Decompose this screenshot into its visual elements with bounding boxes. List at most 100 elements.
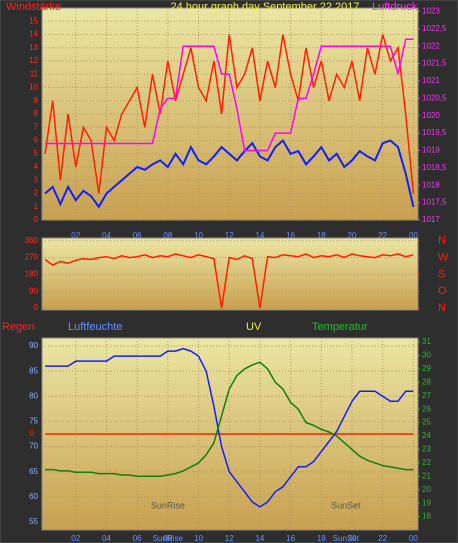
y-tick-label: 55 [29, 517, 38, 526]
x-tick-label: 08 [163, 534, 172, 543]
y2-axis-title: Luftdruck [372, 1, 418, 13]
y2-tick-label: 30 [422, 351, 431, 360]
x-tick-label: 06 [133, 534, 142, 543]
y-tick-label: 5 [34, 149, 39, 158]
x-tick-label: 16 [286, 534, 295, 543]
y2-tick-label: 28 [422, 377, 431, 386]
series-line [45, 361, 414, 478]
x-tick-label: 10 [194, 231, 203, 240]
y2-tick-label: 1018 [422, 180, 440, 189]
y-tick-label: 3 [34, 175, 39, 184]
y-tick-label: 1 [34, 202, 39, 211]
y-tick-label: 9 [34, 96, 39, 105]
series-line [45, 38, 414, 152]
series-line [44, 253, 414, 309]
y-tick-label: 65 [29, 467, 38, 476]
x-tick-label: 20 [348, 231, 357, 240]
y-tick-label: 360 [25, 236, 39, 245]
y2-tick-label: 27 [422, 391, 431, 400]
legend-label: Regen [2, 321, 34, 333]
y2-tick-label: 1020,5 [422, 93, 447, 102]
x-tick-label: 12 [225, 231, 234, 240]
chart-title: 24 hour graph day September 22 2017 [171, 1, 360, 13]
y-tick-label: 10 [29, 83, 38, 92]
x-tick-label: 04 [102, 534, 111, 543]
annotation-axis: SunRise [153, 534, 184, 543]
y2-tick-label: 1017,5 [422, 198, 447, 207]
direction-label: N [438, 302, 446, 314]
legend-label: Temperatur [312, 321, 368, 333]
y2-tick-label: 23 [422, 445, 431, 454]
y2-tick-label: 1022,5 [422, 24, 447, 33]
y2-tick-label: 1021 [422, 76, 440, 85]
y2-tick-label: 1019 [422, 146, 440, 155]
x-tick-label: 16 [286, 231, 295, 240]
y2-tick-label: 29 [422, 364, 431, 373]
y-axis-title: Windstärke [6, 1, 61, 13]
y2-tick-label: 1018,5 [422, 163, 447, 172]
y2-tick-label: 31 [422, 337, 431, 346]
series-line [44, 138, 415, 209]
annotation-axis: SunSet [333, 534, 360, 543]
x-tick-label: 22 [378, 534, 387, 543]
x-tick-label: 12 [225, 534, 234, 543]
plot-area [41, 237, 419, 311]
y2-tick-label: 1023 [422, 7, 440, 16]
x-tick-label: 18 [317, 534, 326, 543]
x-tick-label: 02 [71, 231, 80, 240]
y2-tick-label: 18 [422, 512, 431, 521]
x-tick-label: 14 [255, 534, 264, 543]
y2-tick-label: 1020 [422, 111, 440, 120]
x-tick-label: 08 [163, 231, 172, 240]
y2-tick-label: 26 [422, 404, 431, 413]
y-tick-label: 180 [25, 270, 39, 279]
y2-tick-label: 22 [422, 458, 431, 467]
x-tick-label: 04 [102, 231, 111, 240]
y-tick-label: 2 [34, 189, 39, 198]
y2-tick-label: 1017 [422, 215, 440, 224]
x-tick-label: 02 [71, 534, 80, 543]
y-tick-label: 90 [29, 286, 38, 295]
y-tick-label: 80 [29, 391, 38, 400]
y-tick-label: 8 [34, 109, 39, 118]
direction-label: O [438, 285, 447, 297]
y2-tick-label: 1019,5 [422, 128, 447, 137]
y-tick-label: 6 [34, 136, 39, 145]
y2-tick-label: 1022 [422, 41, 440, 50]
y-tick-label: 7 [34, 122, 39, 131]
y2-tick-label: 25 [422, 418, 431, 427]
y2-tick-label: 1021,5 [422, 59, 447, 68]
y-tick-label: 0 [34, 303, 39, 312]
y-tick-label: 85 [29, 366, 38, 375]
y2-tick-label: 21 [422, 471, 431, 480]
y-tick-label: 15 [29, 16, 38, 25]
x-tick-label: 10 [194, 534, 203, 543]
y-tick-label: 75 [29, 417, 38, 426]
y-tick-label: 70 [29, 442, 38, 451]
y-tick-label: 12 [29, 56, 38, 65]
direction-label: S [438, 268, 445, 280]
y-tick-label: 270 [25, 253, 39, 262]
legend-label: UV [246, 321, 262, 333]
y-tick-label: 90 [29, 341, 38, 350]
y2-tick-label: 19 [422, 498, 431, 507]
annotation: SunSet [331, 500, 361, 510]
x-tick-label: 14 [255, 231, 264, 240]
series-line [44, 34, 415, 194]
y-tick-label: 14 [29, 30, 38, 39]
y2-tick-label: 20 [422, 485, 431, 494]
x-tick-label: 20 [348, 534, 357, 543]
direction-label: W [438, 252, 449, 264]
x-tick-label: 22 [378, 231, 387, 240]
y3-tick-label: 0 [30, 429, 35, 438]
x-tick-label: 18 [317, 231, 326, 240]
y-tick-label: 4 [34, 162, 39, 171]
y-tick-label: 0 [34, 215, 39, 224]
y-tick-label: 13 [29, 43, 38, 52]
y-tick-label: 11 [30, 69, 39, 78]
legend-label: Luftfeuchte [68, 321, 122, 333]
x-tick-label: 00 [409, 534, 418, 543]
series-line [45, 347, 414, 508]
y2-tick-label: 24 [422, 431, 431, 440]
